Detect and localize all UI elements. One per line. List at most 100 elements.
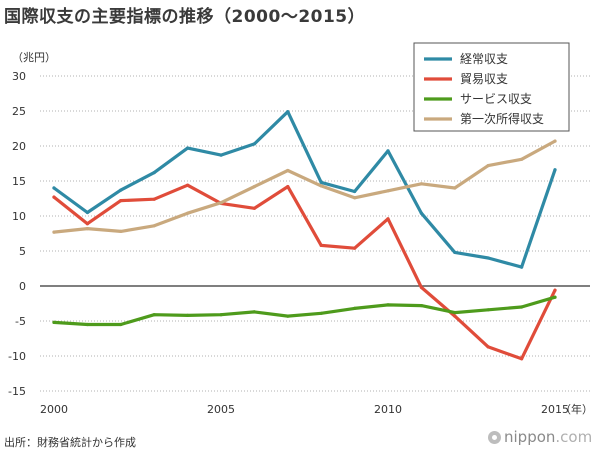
data-point [319,180,323,184]
data-point [119,199,123,203]
nippon-logo: nippon .com [488,428,592,446]
data-point [386,189,390,193]
data-point [152,171,156,175]
data-point [553,139,557,143]
x-tick-label: 2005 [207,403,235,416]
data-point [52,320,56,324]
data-point [186,183,190,187]
data-point [85,210,89,215]
data-point [486,308,490,312]
y-tick-label: -15 [8,385,26,398]
data-point [152,197,156,201]
y-tick-label: 30 [12,70,26,83]
data-point [119,229,123,233]
data-point [520,357,524,361]
x-axis-tick-labels: 2000 2005 2010 2015 [40,403,569,416]
data-point [252,206,256,210]
data-point [520,265,524,269]
data-point [252,185,256,189]
data-point [219,201,223,205]
data-point [353,246,357,250]
data-point [319,311,323,315]
chart-title: 国際収支の主要指標の推移（2000〜2015） [4,7,366,27]
grid-lines [40,75,590,392]
y-tick-label: 10 [12,210,26,223]
legend-box [413,42,570,132]
data-point [419,182,423,186]
data-point [52,230,56,234]
data-point [286,168,290,173]
data-point [286,185,290,189]
x-tick-label: 2015 [541,403,569,416]
data-point [52,186,56,190]
data-point [453,314,457,318]
legend-label: 貿易収支 [460,72,508,86]
data-point [453,186,457,190]
y-tick-label: -10 [8,350,26,363]
data-point [419,285,423,289]
legend-label: サービス収支 [460,92,532,106]
data-point [353,196,357,200]
x-axis-unit-label: （年） [560,402,593,416]
data-point [486,345,490,349]
data-point [319,243,323,247]
data-point [152,224,156,228]
data-point [353,306,357,310]
data-point [119,188,123,192]
data-point [386,303,390,307]
series-line-1 [52,183,557,361]
series-line-2 [52,295,557,327]
series-line-3 [52,139,557,234]
source-note: 出所：財務省統計から作成 [4,436,136,449]
logo-suffix: .com [555,428,593,446]
y-tick-label: -5 [15,315,26,328]
data-point [186,146,190,150]
data-point [85,322,89,327]
y-tick-label: 5 [19,245,26,258]
nippon-logo-icon [488,430,501,444]
data-point [553,288,557,292]
data-point [319,184,323,188]
y-tick-label: 15 [12,175,26,188]
data-point [286,110,290,114]
data-point [353,189,357,194]
data-point [219,313,223,317]
data-point [453,311,457,315]
data-point [85,222,89,226]
data-point [152,313,156,317]
data-point [386,149,390,153]
legend-label: 第一次所得収支 [460,111,544,126]
data-point [286,314,290,318]
data-point [386,217,390,221]
y-axis-tick-labels: 30 25 20 15 10 5 0 -5 -10 -15 [8,70,26,398]
data-point [252,142,256,146]
data-point [553,295,557,299]
y-tick-label: 0 [19,280,26,293]
y-tick-label: 25 [12,105,26,118]
y-axis-label: （兆円） [12,51,56,64]
series-line-0 [52,110,557,269]
data-point [520,305,524,309]
x-tick-label: 2000 [40,403,68,416]
data-point [252,310,256,314]
series-lines [52,110,557,361]
data-point [186,211,190,215]
data-point [486,256,490,260]
data-point [453,250,457,254]
logo-name: nippon [504,428,556,446]
data-point [85,227,89,231]
data-point [520,157,524,161]
legend-label: 経常収支 [460,52,508,66]
data-point [419,211,423,215]
data-point [119,322,123,327]
data-point [186,313,190,317]
y-tick-label: 20 [12,140,26,153]
data-point [219,153,223,157]
data-point [419,304,423,308]
data-point [553,168,557,172]
data-point [52,195,56,199]
data-point [486,164,490,168]
x-tick-label: 2010 [374,403,402,416]
